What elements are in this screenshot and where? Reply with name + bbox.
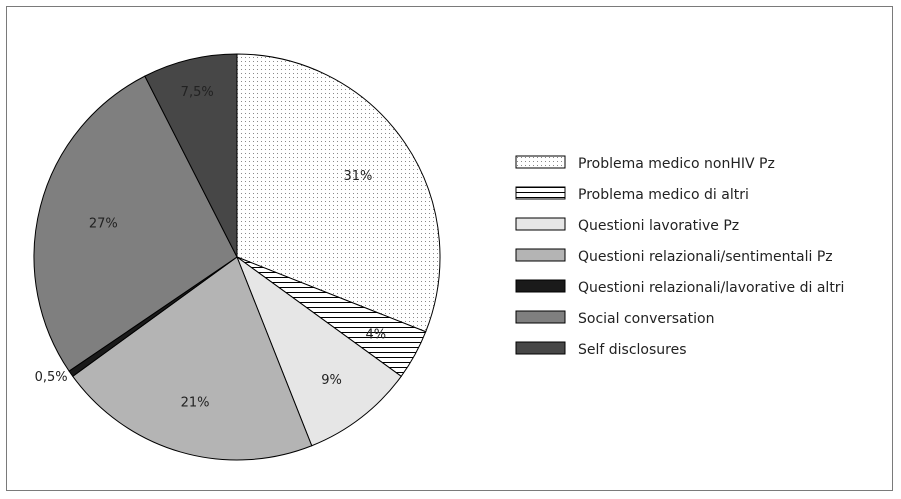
legend-label-questioni-relazionali-lavorative-di-altri: Questioni relazionali/lavorative di altr… [578, 280, 844, 296]
legend-swatch-social-conversation [515, 310, 566, 324]
slice-label-self-disclosures: 7,5% [181, 85, 214, 100]
legend-label-questioni-lavorative-pz: Questioni lavorative Pz [578, 218, 739, 234]
pie-slice-problema-medico-nonhiv-pz [236, 53, 441, 333]
legend-swatch-self-disclosures [515, 341, 566, 355]
legend-label-questioni-relazionali-sentimentali-pz: Questioni relazionali/sentimentali Pz [578, 249, 833, 265]
pie-slice-questioni-relazionali-sentimentali-pz [72, 256, 313, 461]
slice-label-problema-medico-nonhiv-pz: 31% [343, 169, 372, 184]
legend-label-social-conversation: Social conversation [578, 311, 714, 327]
pie-slice-self-disclosures [144, 53, 238, 258]
slice-label-questioni-lavorative-pz: 9% [321, 373, 342, 388]
legend-swatch-questioni-lavorative-pz [515, 217, 566, 231]
slice-label-problema-medico-di-altri: 4% [365, 327, 386, 342]
slice-label-social-conversation: 27% [89, 217, 118, 232]
pie-slices [33, 53, 441, 461]
slice-label-questioni-relazionali-sentimentali-pz: 21% [181, 395, 210, 410]
chart-frame [6, 6, 893, 491]
pie-slice-social-conversation [33, 75, 238, 372]
slice-label-questioni-relazionali-lavorative-di-altri: 0,5% [35, 370, 68, 385]
legend-label-self-disclosures: Self disclosures [578, 342, 687, 358]
legend-swatch-problema-medico-nonhiv-pz [515, 155, 566, 169]
legend-swatch-questioni-relazionali-lavorative-di-altri [515, 279, 566, 293]
legend-swatch-questioni-relazionali-sentimentali-pz [515, 248, 566, 262]
legend-swatch-problema-medico-di-altri [515, 186, 566, 200]
legend: Problema medico nonHIV Pz Problema medico… [515, 155, 844, 358]
pie-slice-questioni-lavorative-pz [235, 255, 402, 447]
pie-slice-labels: 31% 4% 9% 21% 0,5% 27% 7,5% [35, 85, 387, 410]
legend-label-problema-medico-nonhiv-pz: Problema medico nonHIV Pz [578, 156, 775, 172]
legend-label-problema-medico-di-altri: Problema medico di altri [578, 187, 749, 203]
